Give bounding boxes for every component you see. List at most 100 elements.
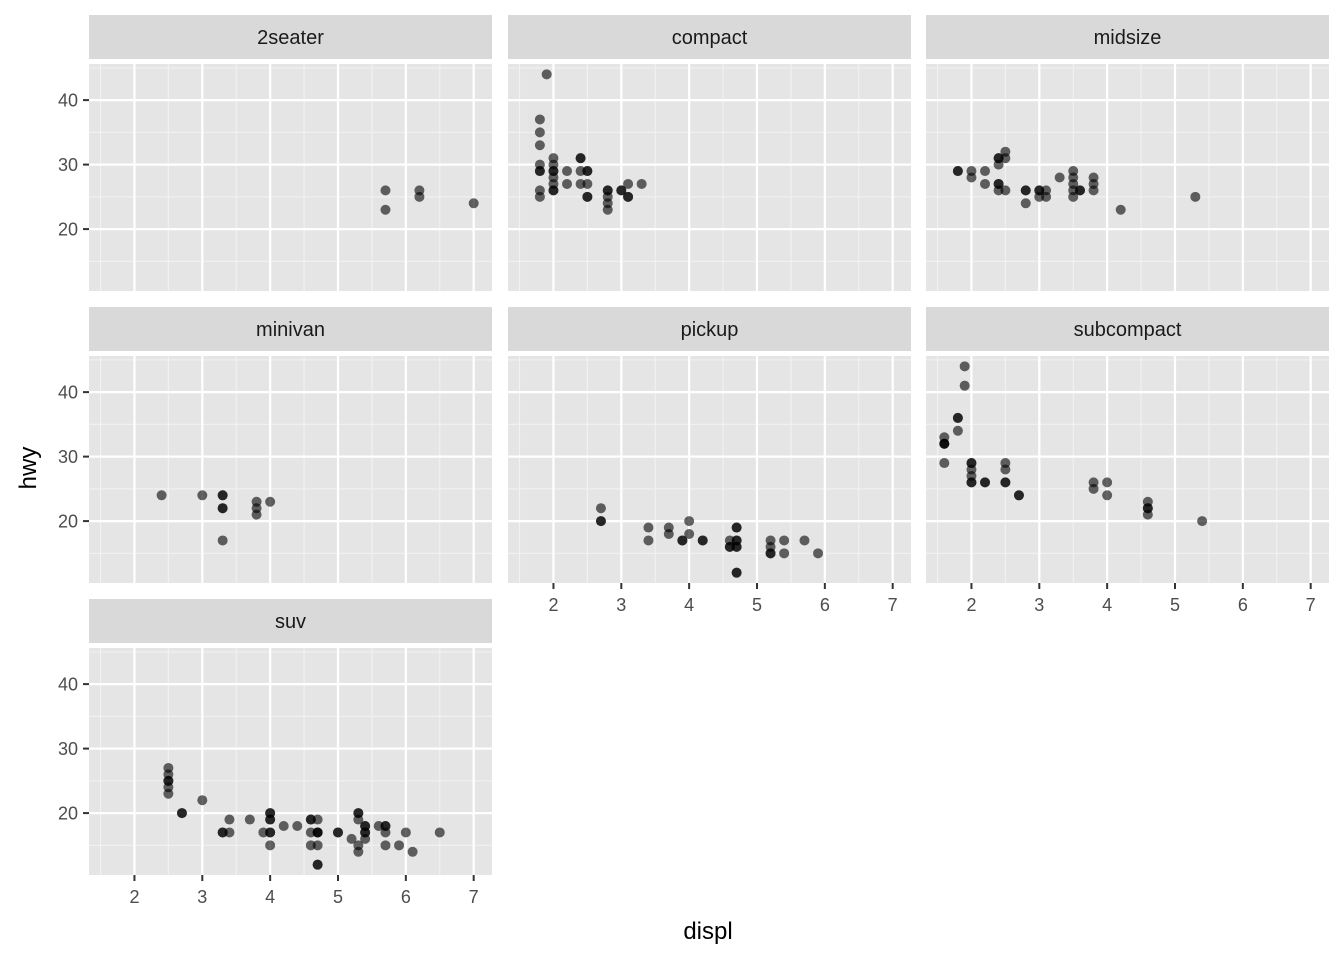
data-point [346,833,357,844]
y-tick-label: 30 [58,739,78,759]
data-point [163,788,174,799]
data-point [1190,191,1201,202]
data-point [562,178,573,189]
x-tick-label: 5 [333,887,343,907]
data-point [224,814,235,825]
y-tick-label: 40 [58,675,78,695]
data-point [980,477,991,488]
data-point [534,114,545,125]
panel-background [926,356,1329,583]
facet-panel-suv: suv 20 30 40 2 3 4 5 6 7 [58,599,492,907]
data-point [360,833,371,844]
x-tick-label: 6 [820,595,830,615]
data-point [534,140,545,151]
data-point [582,191,593,202]
x-tick-label: 4 [1102,595,1112,615]
y-tick-label: 30 [58,155,78,175]
facet-strip [89,307,492,351]
data-point [966,172,977,183]
data-point [1020,185,1031,196]
panel-background [508,64,911,291]
facet-strip-label: pickup [681,319,739,341]
x-tick-label: 3 [197,887,207,907]
data-point [400,827,411,838]
x-tick-label: 5 [1170,595,1180,615]
facet-panel-2seater: 2seater 20 30 40 [58,15,492,291]
data-point [1020,198,1031,209]
data-point [312,859,323,870]
data-point [731,522,742,533]
data-point [684,516,695,527]
data-point [562,166,573,177]
panel-background [89,64,492,291]
data-point [156,490,167,501]
data-point [623,191,634,202]
data-point [582,178,593,189]
facet-panel-pickup: pickup 2 3 4 5 6 7 [508,307,911,615]
data-point [468,198,479,209]
data-point [312,814,323,825]
data-point [952,425,963,436]
y-tick-label: 40 [58,91,78,111]
data-point [407,846,418,857]
data-point [278,820,289,831]
data-point [534,166,545,177]
facet-strip [508,15,911,59]
facet-strip [926,15,1329,59]
y-tick-label: 40 [58,383,78,403]
facet-strip-label: minivan [256,319,325,341]
data-point [534,127,545,138]
data-point [1115,204,1126,215]
data-point [217,503,228,514]
data-point [414,191,425,202]
facet-strip [89,15,492,59]
facet-strip [926,307,1329,351]
data-point [731,541,742,552]
x-tick-label: 6 [401,887,411,907]
panel-background [89,356,492,583]
data-point [434,827,445,838]
data-point [1013,490,1024,501]
data-point [993,159,1004,170]
x-tick-label: 3 [1034,595,1044,615]
data-point [602,204,613,215]
data-point [312,827,323,838]
data-point [548,185,559,196]
panel-background [89,648,492,875]
facet-panel-subcompact: subcompact 2 3 4 5 6 7 [926,307,1329,615]
facet-strip [508,307,911,351]
y-tick-label: 20 [58,220,78,240]
data-point [244,814,255,825]
data-point [595,503,606,514]
data-point [1054,172,1065,183]
data-point [353,814,364,825]
x-tick-label: 7 [469,887,479,907]
x-axis-title: displ [683,918,732,945]
data-point [643,535,654,546]
data-point [959,380,970,391]
data-point [265,814,276,825]
x-tick-label: 2 [129,887,139,907]
data-point [380,185,391,196]
data-point [265,496,276,507]
facet-strip-label: midsize [1094,27,1162,49]
data-point [1000,185,1011,196]
data-point [939,458,950,469]
data-point [197,795,208,806]
data-point [1000,153,1011,164]
data-point [265,840,276,851]
facet-panel-minivan: minivan 20 30 40 [58,307,492,583]
data-point [966,477,977,488]
data-point [380,840,391,851]
data-point [697,535,708,546]
x-tick-label: 5 [752,595,762,615]
data-point [582,166,593,177]
x-tick-label: 2 [966,595,976,615]
data-point [224,827,235,838]
data-point [353,846,364,857]
data-point [765,548,776,559]
data-point [623,178,634,189]
data-point [595,516,606,527]
